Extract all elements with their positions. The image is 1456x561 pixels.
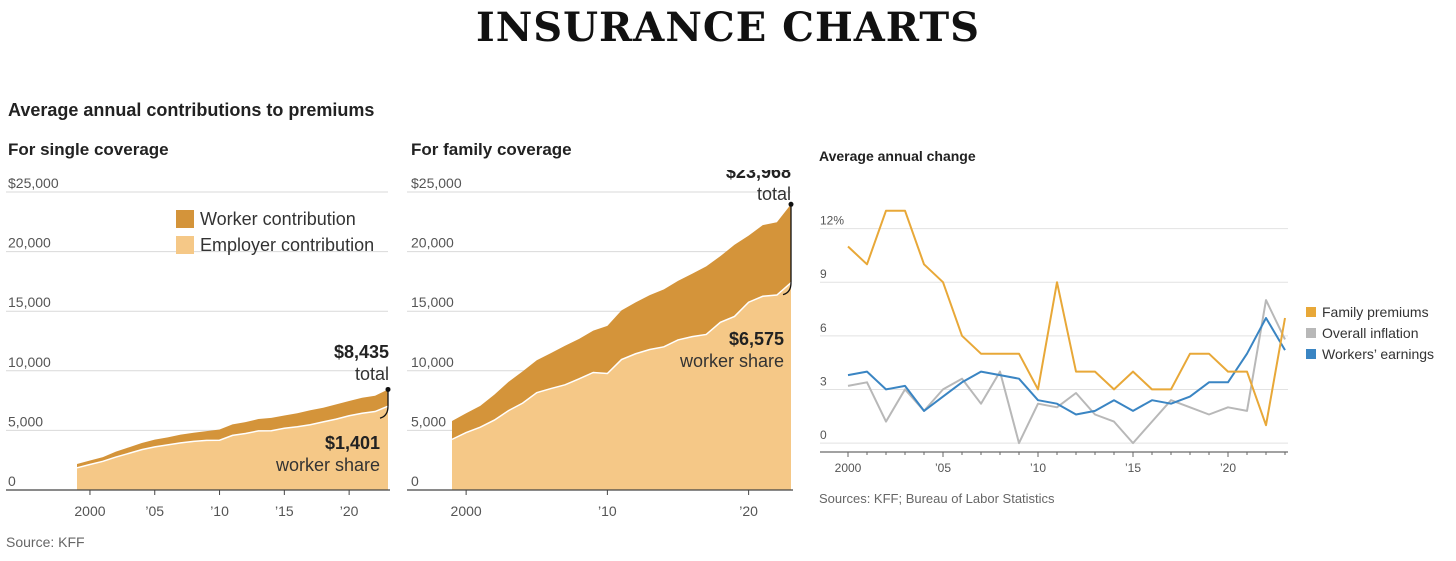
single-ytick-label: 15,000: [8, 294, 51, 310]
legend-item-workers-earnings: Workers’ earnings: [1306, 343, 1434, 364]
family-worker-bracket-curve: [782, 282, 792, 296]
single-employer-area: [77, 406, 388, 490]
single-ytick-label: 20,000: [8, 235, 51, 251]
legend-item-worker: Worker contribution: [176, 206, 374, 232]
single-coverage-subtitle: For single coverage: [8, 140, 169, 159]
single-coverage-chart: 0 5,000 10,000 15,000 20,000 $25,000 2000 ’05 ’1…: [0, 170, 400, 530]
change-ytick-label: 3: [820, 374, 827, 388]
legend-swatch-family-premiums: [1306, 306, 1316, 317]
single-xtick-label: ’05: [145, 503, 164, 519]
family-ytick-label: $25,000: [411, 175, 462, 191]
single-ytick-label: 10,000: [8, 354, 51, 370]
change-xtick-label: ’15: [1125, 461, 1141, 475]
change-xtick-label: ’05: [935, 461, 951, 475]
family-xtick-label: ’20: [739, 503, 758, 519]
legend-swatch-worker: [176, 210, 194, 228]
page-title: INSURANCE CHARTS: [476, 4, 980, 51]
family-ytick-label: 0: [411, 473, 419, 489]
family-coverage-subtitle: For family coverage: [411, 140, 572, 159]
family-worker-area: [452, 204, 791, 440]
annual-change-legend: Family premiums Overall inflation Worker…: [1306, 301, 1434, 364]
single-coverage-source: Source: KFF: [6, 534, 85, 550]
family-ytick-label: 15,000: [411, 294, 454, 310]
change-ytick-label: 9: [820, 267, 827, 281]
single-worker-bracket-curve: [379, 406, 389, 419]
family-total-label: total: [757, 184, 791, 204]
legend-item-overall-inflation: Overall inflation: [1306, 322, 1434, 343]
family-boundary-line: [451, 282, 792, 441]
single-xtick-label: ’15: [275, 503, 294, 519]
change-xtick-label: ’10: [1030, 461, 1046, 475]
legend-label-workers-earnings: Workers’ earnings: [1322, 345, 1435, 362]
section-title: Average annual contributions to premiums: [8, 100, 375, 120]
change-xtick-label: ’20: [1220, 461, 1236, 475]
family-ytick-label: 10,000: [411, 354, 454, 370]
change-ytick-label: 12%: [820, 214, 844, 228]
legend-swatch-employer: [176, 236, 194, 254]
legend-label-employer: Employer contribution: [200, 234, 375, 255]
family-worker-label: worker share: [679, 351, 784, 371]
family-premiums-line: [847, 209, 1286, 427]
legend-swatch-overall-inflation: [1306, 327, 1316, 338]
single-coverage-legend: Worker contribution Employer contributio…: [176, 206, 374, 258]
change-ytick-label: 0: [820, 428, 827, 442]
single-worker-value: $1,401: [325, 433, 380, 453]
legend-label-worker: Worker contribution: [200, 208, 356, 229]
legend-item-employer: Employer contribution: [176, 232, 374, 258]
change-xtick-label: 2000: [835, 461, 862, 475]
single-xtick-label: ’10: [210, 503, 229, 519]
legend-label-family-premiums: Family premiums: [1322, 303, 1429, 320]
single-total-label: total: [355, 364, 389, 384]
single-xtick-label: ’20: [340, 503, 359, 519]
overall-inflation-line: [847, 299, 1286, 445]
family-coverage-chart: 0 5,000 10,000 15,000 20,000 $25,000 2000 ’10 ’2…: [400, 170, 805, 530]
single-boundary-line: [76, 405, 389, 469]
single-worker-label: worker share: [275, 455, 380, 475]
single-ytick-label: 0: [8, 473, 16, 489]
family-worker-value: $6,575: [729, 329, 784, 349]
change-ytick-label: 6: [820, 321, 827, 335]
family-xtick-label: 2000: [451, 503, 482, 519]
annual-change-chart: 0 3 6 9 12% 2000 ’05 ’10 ’15 ’20: [810, 200, 1300, 485]
family-total-value: $23,968: [726, 170, 791, 182]
legend-label-overall-inflation: Overall inflation: [1322, 324, 1419, 341]
family-total-marker: [788, 201, 794, 207]
single-worker-area: [77, 389, 388, 468]
annual-change-source: Sources: KFF; Bureau of Labor Statistics: [819, 491, 1055, 506]
single-ytick-label: $25,000: [8, 175, 59, 191]
annual-change-svg: 0 3 6 9 12% 2000 ’05 ’10 ’15 ’20: [820, 209, 1288, 475]
single-coverage-svg: 0 5,000 10,000 15,000 20,000 $25,000 2000 ’05 ’1…: [6, 175, 391, 519]
legend-item-family-premiums: Family premiums: [1306, 301, 1434, 322]
single-xtick-label: 2000: [74, 503, 105, 519]
family-xtick-label: ’10: [598, 503, 617, 519]
family-ytick-label: 5,000: [411, 413, 446, 429]
single-total-value: $8,435: [334, 342, 389, 362]
annual-change-subtitle: Average annual change: [819, 148, 976, 164]
family-ytick-label: 20,000: [411, 235, 454, 251]
family-coverage-svg: 0 5,000 10,000 15,000 20,000 $25,000 2000 ’10 ’2…: [407, 170, 794, 519]
legend-swatch-workers-earnings: [1306, 348, 1316, 359]
single-ytick-label: 5,000: [8, 413, 43, 429]
workers-earnings-line: [847, 317, 1286, 416]
